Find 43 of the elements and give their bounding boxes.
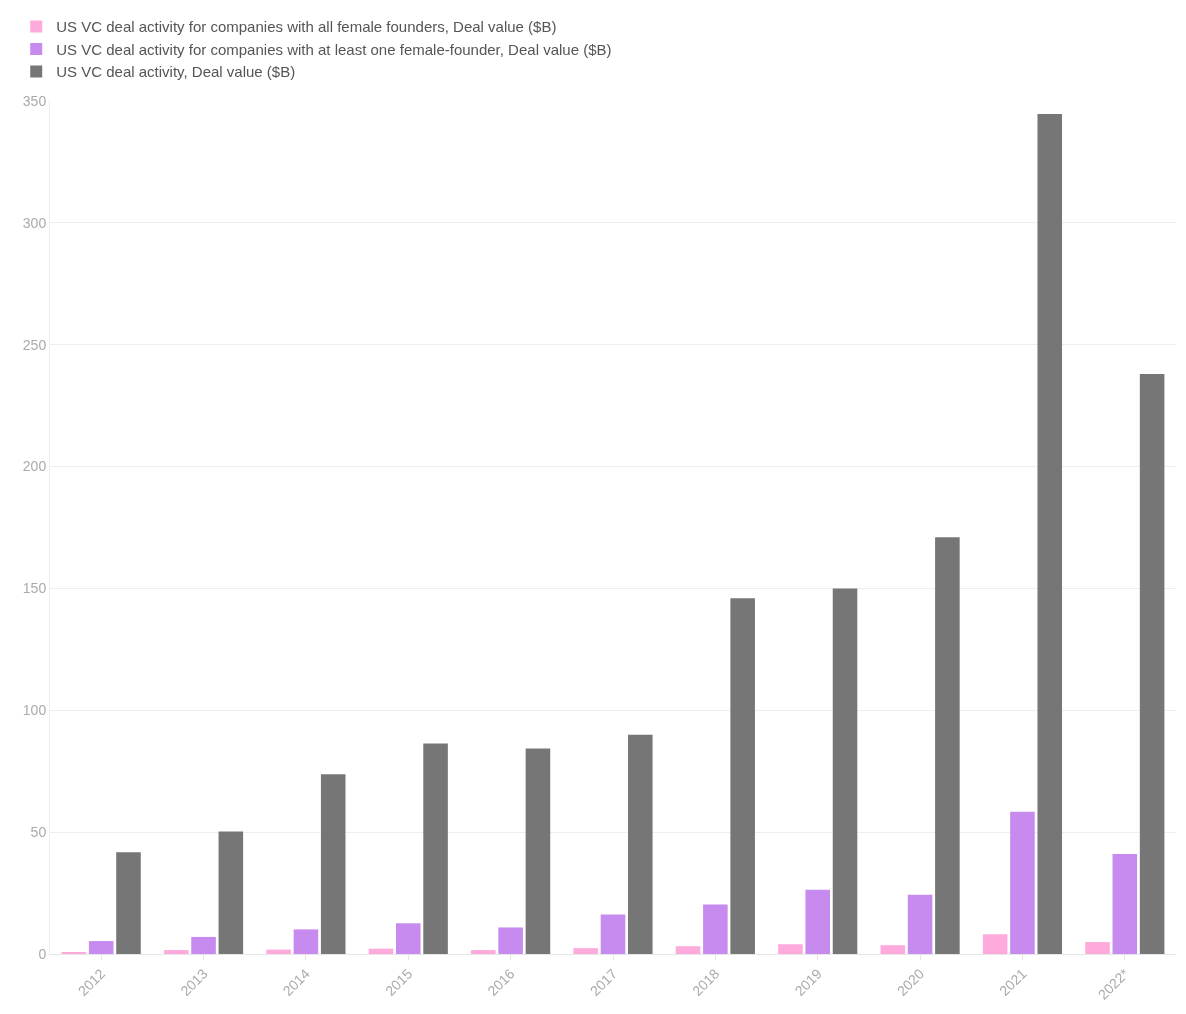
bar xyxy=(982,934,1008,954)
bar xyxy=(703,904,728,954)
y-tick-label: 250 xyxy=(22,336,47,353)
y-tick-label: 100 xyxy=(22,702,47,719)
bar xyxy=(266,949,291,954)
bar xyxy=(163,950,189,954)
bar xyxy=(1139,373,1165,954)
bar xyxy=(675,946,701,954)
legend-label: US VC deal activity, Deal value ($B) xyxy=(56,63,296,81)
bar xyxy=(832,588,858,954)
bar xyxy=(805,889,831,954)
bar xyxy=(1037,113,1063,954)
y-tick-label: 150 xyxy=(22,580,47,597)
y-tick-label: 350 xyxy=(22,92,47,109)
legend-label: US VC deal activity for companies with at least one female-founder, Deal value ($B) xyxy=(56,40,612,58)
bar xyxy=(525,748,551,954)
bar xyxy=(628,734,653,954)
bar xyxy=(423,743,448,954)
y-tick-label: 300 xyxy=(22,214,47,231)
bar xyxy=(471,950,496,954)
bar xyxy=(116,852,141,954)
bar xyxy=(368,948,394,954)
y-tick-label: 200 xyxy=(22,458,47,475)
bar xyxy=(293,929,319,954)
bar xyxy=(191,936,216,954)
bar xyxy=(1112,854,1138,954)
bar xyxy=(880,945,906,954)
bar xyxy=(498,927,523,954)
bar xyxy=(218,831,244,954)
bar xyxy=(573,948,598,954)
bar xyxy=(600,914,626,954)
bar xyxy=(1085,942,1110,954)
legend-label: US VC deal activity for companies with all female founders, Deal value ($B) xyxy=(56,18,557,36)
bar xyxy=(395,923,421,954)
y-tick-label: 0 xyxy=(38,945,47,962)
bar xyxy=(88,941,114,954)
bar xyxy=(730,598,755,954)
bar xyxy=(935,537,960,954)
bar xyxy=(320,774,346,954)
bar xyxy=(907,894,933,954)
bar xyxy=(1010,811,1035,954)
y-tick-label: 50 xyxy=(30,824,47,841)
bar xyxy=(778,944,803,954)
